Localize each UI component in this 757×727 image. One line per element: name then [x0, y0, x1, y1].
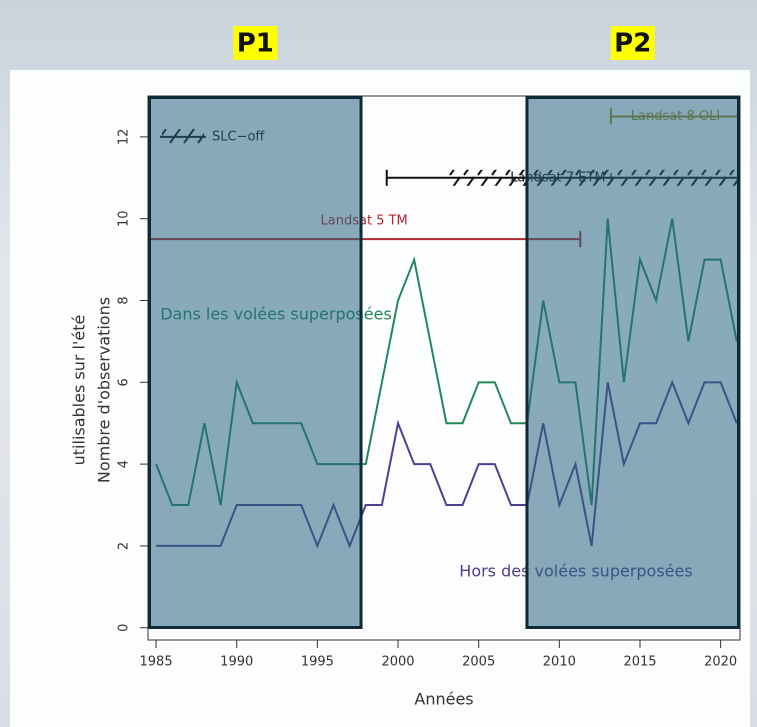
period-shade [148, 96, 363, 629]
period-label-bg [610, 26, 655, 60]
y-tick-label: 6 [117, 378, 132, 386]
period-label: P1 [237, 29, 274, 59]
y-tick-label: 8 [117, 296, 132, 304]
x-tick-label: 2020 [704, 655, 737, 670]
y-tick-label: 2 [117, 542, 132, 550]
x-tick-label: 2015 [623, 655, 656, 670]
y-tick-label: 4 [117, 460, 132, 468]
x-tick-label: 1995 [301, 655, 334, 670]
y-tick-label: 10 [117, 210, 132, 227]
period-label-bg [233, 26, 278, 60]
x-tick-label: 1985 [140, 655, 173, 670]
x-tick-label: 2010 [543, 655, 576, 670]
y-tick-label: 12 [117, 129, 132, 146]
x-tick-label: 2000 [381, 655, 414, 670]
period-label: P2 [614, 29, 651, 59]
x-tick-label: 2005 [462, 655, 495, 670]
y-axis-label: Nombre d'observations [95, 297, 114, 483]
period-shade [525, 96, 741, 629]
x-axis-label: Années [414, 690, 473, 709]
x-tick-label: 1990 [220, 655, 253, 670]
y-axis-label: utilisables sur l'été [70, 315, 89, 466]
y-tick-label: 0 [117, 624, 132, 632]
